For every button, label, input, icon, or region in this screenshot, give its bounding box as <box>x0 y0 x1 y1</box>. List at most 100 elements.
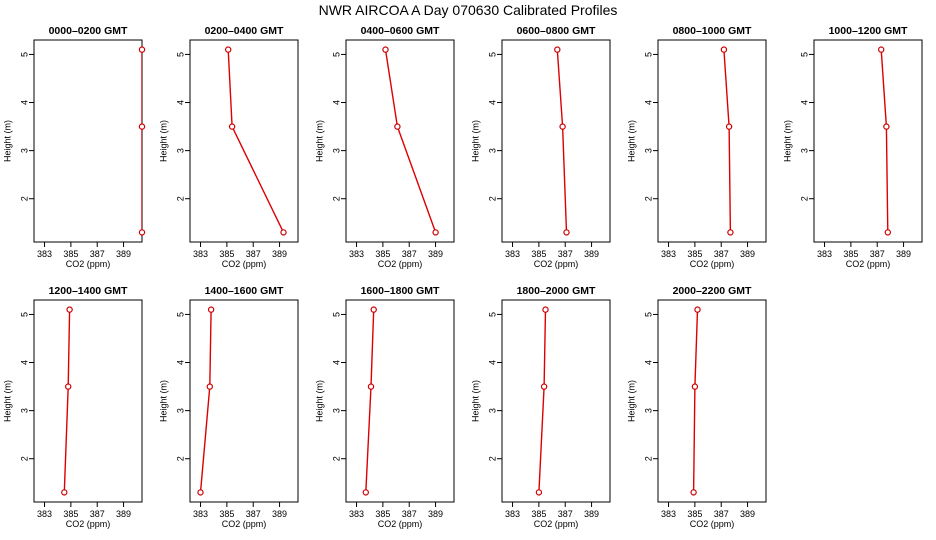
y-tick-label: 4 <box>643 360 653 365</box>
y-tick-label: 4 <box>331 100 341 105</box>
panel-4: 0600–0800 GMT 383 385 387 389 CO2 (ppm) 2 3 4 5 He… <box>470 25 611 269</box>
y-tick-label: 4 <box>331 360 341 365</box>
y-axis-label: Height (m) <box>626 380 636 422</box>
y-axis-label: Height (m) <box>158 380 168 422</box>
data-point <box>884 229 892 236</box>
y-axis-label: Height (m) <box>2 380 12 422</box>
data-point <box>367 383 375 390</box>
y-axis-label: Height (m) <box>2 120 12 162</box>
x-tick-label: 387 <box>870 249 885 259</box>
data-point <box>362 489 369 496</box>
panel-title: 0600–0800 GMT <box>517 25 596 37</box>
y-tick-label: 5 <box>331 52 341 57</box>
x-axis-label: CO2 (ppm) <box>66 519 111 529</box>
profile-line <box>63 309 71 493</box>
profile-line <box>723 49 732 233</box>
y-tick-label: 5 <box>175 312 185 317</box>
panel-7: 1200–1400 GMT 383 385 387 389 CO2 (ppm) 2 3 4 5 He… <box>2 285 143 529</box>
x-tick-label: 383 <box>37 249 52 259</box>
x-axis-label: CO2 (ppm) <box>378 259 423 269</box>
data-point <box>542 306 549 313</box>
y-tick-label: 2 <box>487 456 497 461</box>
y-tick-label: 4 <box>19 100 29 105</box>
figure-title: NWR AIRCOA A Day 070630 Calibrated Profi… <box>318 2 618 18</box>
x-tick-label: 389 <box>272 509 287 519</box>
profile-line <box>880 49 889 233</box>
x-tick-label: 383 <box>817 249 832 259</box>
y-tick-label: 4 <box>487 100 497 105</box>
plot-frame <box>345 299 455 503</box>
panel-3: 0400–0600 GMT 383 385 387 389 CO2 (ppm) 2 3 4 5 He… <box>314 25 455 269</box>
x-tick-label: 387 <box>714 249 729 259</box>
data-point <box>224 46 232 53</box>
x-tick-label: 383 <box>37 509 52 519</box>
panel-title: 1400–1600 GMT <box>205 285 284 297</box>
y-tick-label: 2 <box>19 196 29 201</box>
x-tick-label: 387 <box>90 249 105 259</box>
plot-frame <box>813 39 923 243</box>
data-point <box>228 123 236 130</box>
x-tick-label: 385 <box>375 509 390 519</box>
x-tick-label: 389 <box>896 249 911 259</box>
x-axis-label: CO2 (ppm) <box>378 519 423 529</box>
y-tick-label: 3 <box>799 148 809 153</box>
x-tick-label: 389 <box>740 249 755 259</box>
y-tick-label: 2 <box>331 196 341 201</box>
data-point <box>394 123 401 130</box>
x-tick-label: 383 <box>349 509 364 519</box>
y-tick-label: 2 <box>331 456 341 461</box>
data-point <box>878 46 885 53</box>
x-tick-label: 383 <box>349 249 364 259</box>
x-tick-label: 387 <box>558 509 573 519</box>
plot-frame <box>345 39 455 243</box>
data-point <box>432 229 439 236</box>
data-point <box>540 383 548 390</box>
y-tick-label: 3 <box>331 148 341 153</box>
x-axis-label: CO2 (ppm) <box>534 259 579 269</box>
panel-2: 0200–0400 GMT 383 385 387 389 CO2 (ppm) 2 3 4 5 He… <box>158 25 299 269</box>
y-tick-label: 3 <box>331 408 341 413</box>
plot-frame <box>501 39 611 243</box>
data-point <box>727 229 734 236</box>
x-axis-label: CO2 (ppm) <box>846 259 891 269</box>
plot-frame <box>33 39 143 243</box>
y-tick-label: 3 <box>175 408 185 413</box>
y-tick-label: 2 <box>799 196 809 201</box>
data-point <box>883 123 890 130</box>
y-tick-label: 4 <box>175 100 185 105</box>
data-point <box>725 123 733 130</box>
y-tick-label: 3 <box>19 408 29 413</box>
y-tick-label: 5 <box>19 312 29 317</box>
x-tick-label: 387 <box>246 249 261 259</box>
panel-10: 1800–2000 GMT 383 385 387 389 CO2 (ppm) 2 3 4 5 He… <box>470 285 611 529</box>
x-axis-label: CO2 (ppm) <box>222 519 267 529</box>
y-tick-label: 2 <box>19 456 29 461</box>
y-tick-label: 5 <box>487 312 497 317</box>
x-axis-label: CO2 (ppm) <box>534 519 579 529</box>
plot-frame <box>33 299 143 503</box>
y-tick-label: 2 <box>175 196 185 201</box>
y-tick-label: 3 <box>643 148 653 153</box>
panel-5: 0800–1000 GMT 383 385 387 389 CO2 (ppm) 2 3 4 5 He… <box>626 25 767 269</box>
panel-title: 1200–1400 GMT <box>49 285 128 297</box>
x-tick-label: 383 <box>505 509 520 519</box>
data-point <box>66 306 73 313</box>
y-tick-label: 5 <box>175 52 185 57</box>
x-tick-label: 389 <box>740 509 755 519</box>
plot-frame <box>189 39 299 243</box>
data-point <box>559 123 566 130</box>
x-tick-label: 389 <box>428 509 443 519</box>
y-axis-label: Height (m) <box>470 120 480 162</box>
x-tick-label: 385 <box>687 509 702 519</box>
plot-frame <box>657 39 767 243</box>
profile-line <box>227 49 285 233</box>
panel-9: 1600–1800 GMT 383 385 387 389 CO2 (ppm) 2 3 4 5 He… <box>314 285 455 529</box>
y-tick-label: 3 <box>487 148 497 153</box>
x-tick-label: 385 <box>531 249 546 259</box>
profile-line <box>556 49 568 233</box>
data-point <box>720 46 728 53</box>
x-tick-label: 383 <box>661 249 676 259</box>
y-tick-label: 3 <box>19 148 29 153</box>
data-point <box>138 123 146 130</box>
